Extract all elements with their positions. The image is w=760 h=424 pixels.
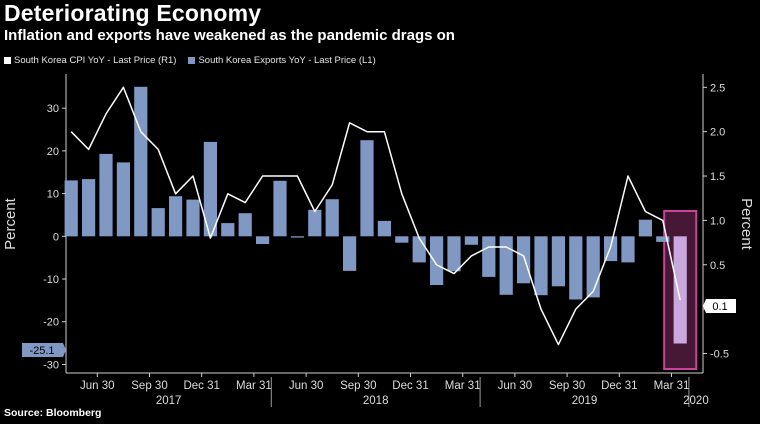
right-axis-ticks: 2.5 2.0 1.5 1.0 0.5 -0.5 (703, 82, 729, 360)
export-bar (447, 236, 461, 272)
export-bar (64, 180, 78, 237)
left-tick-label: 10 (47, 189, 59, 201)
x-tick-label: Jun 30 (289, 380, 324, 392)
left-tick-label: -20 (43, 317, 59, 329)
left-tick-label: 20 (47, 146, 59, 158)
export-bar (586, 236, 600, 298)
export-bar (238, 213, 252, 237)
right-tick-label: -0.5 (710, 348, 729, 360)
export-bar (412, 236, 426, 263)
export-bar (430, 236, 444, 285)
right-tick-label: 2.0 (710, 127, 725, 139)
x-tick-label: Mar 31 (236, 380, 272, 392)
legend-swatch-cpi (4, 57, 11, 64)
right-axis-title: Percent (738, 198, 755, 251)
export-bar (256, 236, 270, 244)
x-tick-label: Dec 31 (601, 380, 637, 392)
x-tick-label: Sep 30 (131, 380, 167, 392)
legend-swatch-exports (188, 57, 196, 64)
right-tick-label: 1.0 (710, 215, 725, 227)
export-bar (343, 236, 357, 271)
year-label: 2017 (156, 395, 182, 407)
left-tick-label: 0 (53, 231, 59, 243)
export-bar (395, 236, 409, 243)
export-bar (290, 236, 304, 238)
last-value-exports-label: -25.1 (29, 345, 54, 357)
export-bar (621, 236, 635, 263)
export-bar (377, 220, 391, 237)
export-bar (151, 208, 165, 237)
left-tick-label: -10 (43, 274, 59, 286)
export-bar (638, 219, 652, 237)
left-tick-label: -30 (43, 359, 59, 371)
left-axis-title: Percent (2, 197, 19, 250)
export-bar (517, 236, 531, 284)
x-tick-label: Jun 30 (80, 380, 115, 392)
year-labels: 2017 2018 2019 2020 (156, 377, 709, 407)
export-bar (116, 162, 130, 237)
chart-title: Deteriorating Economy (4, 0, 262, 26)
legend-item-cpi: South Korea CPI YoY - Last Price (R1) (4, 55, 176, 66)
year-label: 2018 (363, 395, 389, 407)
last-value-exports: -25.1 (22, 343, 66, 357)
x-axis-ticks: Jun 30 Sep 30 Dec 31 Mar 31 Jun 30 Sep 30 Dec … (80, 373, 689, 392)
x-tick-label: Sep 30 (549, 380, 585, 392)
cpi-polyline (70, 86, 681, 346)
export-bar (308, 209, 322, 237)
export-bar (464, 236, 478, 245)
year-label: 2019 (572, 395, 598, 407)
right-tick-label: 1.5 (710, 171, 725, 183)
export-bar (203, 141, 217, 237)
legend-label-exports: South Korea Exports YoY - Last Price (L1… (198, 55, 376, 66)
cpi-line (70, 86, 681, 346)
export-bar (534, 236, 548, 296)
export-bar (656, 236, 670, 242)
left-axis-ticks: 30 20 10 0 -10 -20 -30 (43, 103, 66, 371)
export-bar (482, 236, 496, 277)
export-bar (273, 180, 287, 237)
legend-item-exports: South Korea Exports YoY - Last Price (L1… (188, 55, 376, 66)
x-tick-label: Dec 31 (183, 380, 219, 392)
legend-label-cpi: South Korea CPI YoY - Last Price (R1) (14, 55, 177, 66)
export-bar (673, 236, 687, 344)
right-tick-label: 2.5 (710, 82, 725, 94)
x-tick-label: Dec 31 (392, 380, 428, 392)
last-value-cpi-label: 0.1 (712, 301, 727, 313)
source-note: Source: Bloomberg (4, 407, 102, 419)
export-bar (551, 236, 565, 287)
last-value-cpi: 0.1 (703, 299, 736, 313)
chart-subtitle: Inflation and exports have weakened as t… (4, 27, 455, 44)
export-bar (82, 179, 96, 237)
export-bar (134, 86, 148, 237)
export-bar (569, 236, 583, 300)
export-bar (360, 140, 374, 237)
export-bar (221, 223, 235, 237)
x-tick-label: Mar 31 (445, 380, 481, 392)
year-label: 2020 (683, 395, 709, 407)
x-tick-label: Mar 31 (654, 380, 690, 392)
right-tick-label: 0.5 (710, 260, 725, 272)
legend: South Korea CPI YoY - Last Price (R1) So… (4, 55, 376, 66)
x-tick-label: Sep 30 (340, 380, 376, 392)
export-bar (499, 236, 513, 295)
x-tick-label: Jun 30 (498, 380, 533, 392)
export-bar (186, 199, 200, 237)
left-tick-label: 30 (47, 103, 59, 115)
export-bar (99, 153, 113, 237)
export-bar (169, 196, 183, 237)
export-bar (325, 199, 339, 237)
export-bars (64, 86, 687, 344)
